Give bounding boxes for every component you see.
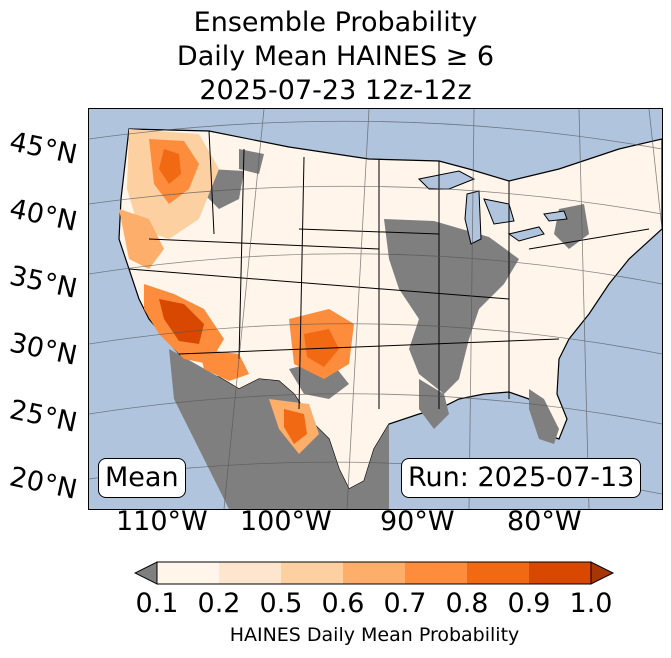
colorbar-bin (281, 562, 343, 584)
title-line-1: Ensemble Probability (193, 7, 478, 38)
colorbar-label: HAINES Daily Mean Probability (229, 624, 520, 646)
colorbar-bin (343, 562, 405, 584)
colorbar-bin (405, 562, 467, 584)
lat-label-30: 30°N (6, 327, 80, 372)
mean-label: Mean (98, 458, 186, 498)
colorbar-tick: 1.0 (569, 588, 613, 619)
colorbar-tick: 0.2 (197, 588, 241, 619)
lat-label-45: 45°N (6, 126, 80, 171)
lon-label-80: 80°W (507, 506, 582, 537)
lat-label-40: 40°N (6, 193, 80, 238)
colorbar-tick: 0.9 (507, 588, 551, 619)
colorbar-frame (156, 561, 592, 585)
colorbar-extend-high (590, 561, 615, 585)
lat-label-20: 20°N (6, 461, 80, 506)
lat-label-25: 25°N (6, 394, 80, 439)
title-line-2: Daily Mean HAINES ≥ 6 (176, 41, 495, 72)
state-borders (128, 130, 650, 410)
graticule (89, 109, 662, 509)
lon-label-90: 90°W (380, 506, 455, 537)
run-label: Run: 2025-07-13 (401, 458, 642, 498)
colorbar-bin (157, 562, 219, 584)
lon-label-100: 100°W (240, 506, 332, 537)
colorbar-bin (467, 562, 529, 584)
colorbar-bin (529, 562, 591, 584)
lon-label-110: 110°W (116, 506, 208, 537)
colorbar-tick: 0.5 (259, 588, 303, 619)
colorbar-bin (219, 562, 281, 584)
title-line-3: 2025-07-23 12z-12z (199, 75, 472, 106)
colorbar-tick: 0.6 (321, 588, 365, 619)
probability-regions (119, 129, 354, 454)
colorbar-extend-low (134, 561, 158, 585)
probability-map (88, 108, 663, 510)
colorbar-tick: 0.7 (383, 588, 427, 619)
colorbar-tick: 0.8 (445, 588, 489, 619)
colorbar-tick: 0.1 (135, 588, 179, 619)
colorbar (134, 561, 615, 585)
lat-label-35: 35°N (6, 260, 80, 305)
map-canvas (89, 109, 662, 509)
